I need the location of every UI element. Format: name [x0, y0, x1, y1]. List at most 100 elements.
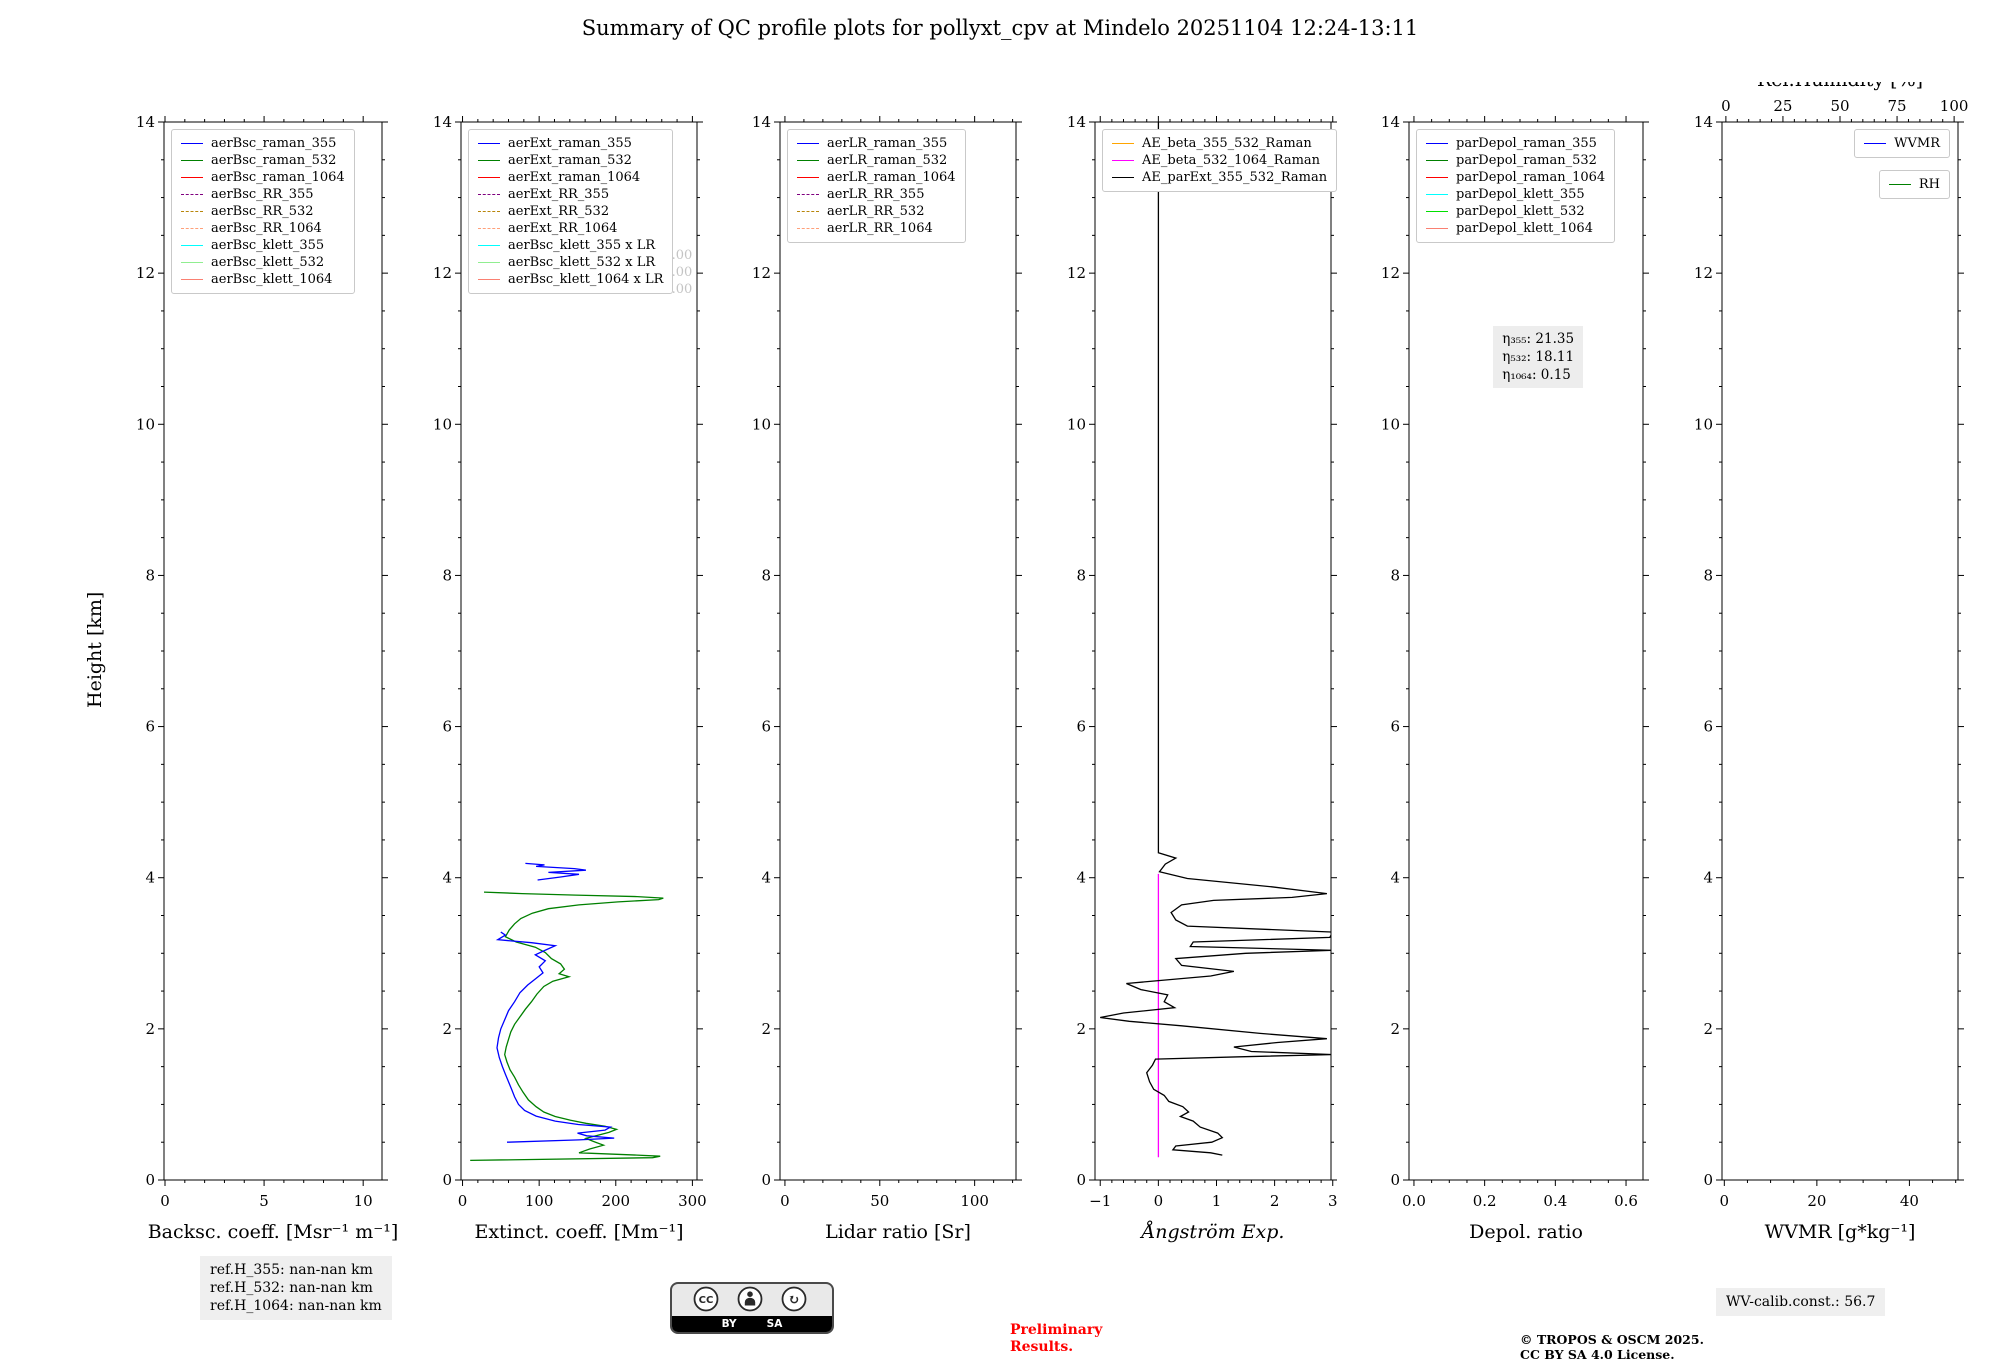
legend-line-sample — [797, 228, 819, 229]
legend-line-sample — [181, 160, 203, 161]
y-axis-label: Height [km] — [84, 591, 106, 708]
legend-line-sample — [478, 228, 500, 229]
cc-sa-label: SA — [766, 1318, 783, 1330]
legend-line-sample — [181, 211, 203, 212]
tick-label: 2 — [1703, 1020, 1713, 1038]
legend-label: aerLR_raman_355 — [827, 136, 948, 151]
legend-label: parDepol_raman_532 — [1456, 153, 1597, 168]
legend-line-sample — [181, 177, 203, 178]
copyright-line-2: CC BY SA 4.0 License. — [1520, 1347, 1675, 1360]
legend-label: aerLR_RR_1064 — [827, 221, 933, 236]
x-ticks: 0 50 100 — [780, 116, 1014, 1210]
legend-entry: parDepol_raman_532 — [1426, 152, 1605, 169]
legend-label: aerBsc_raman_532 — [211, 153, 337, 168]
legend-label: aerBsc_klett_1064 — [211, 272, 333, 287]
x-ticks: 0 100 200 300 — [458, 116, 707, 1210]
tick-label: 0.0 — [1402, 1192, 1426, 1210]
tick-label: 8 — [1076, 566, 1086, 584]
legend-entry: aerExt_RR_1064 — [478, 220, 663, 237]
legend-line-sample — [478, 279, 500, 280]
legend-label: parDepol_klett_532 — [1456, 204, 1585, 219]
legend-entry: aerExt_RR_355 — [478, 186, 663, 203]
plot-svg-lidar-ratio: 0 2 4 6 8 10 12 14 0 50 100 Lidar ratio [Sr] — [752, 113, 1022, 1243]
legend-label: AE_beta_532_1064_Raman — [1142, 153, 1321, 168]
tick-label: 2 — [1270, 1192, 1280, 1210]
y-ticks: 0 2 4 6 8 10 12 14 — [1381, 113, 1649, 1189]
cc-by-label: BY — [721, 1318, 737, 1330]
legend-entry: aerLR_RR_355 — [797, 186, 956, 203]
tick-label: 4 — [442, 869, 452, 887]
tick-label: 4 — [145, 869, 155, 887]
tick-label: 12 — [1067, 264, 1086, 282]
tick-label: 0.4 — [1543, 1192, 1567, 1210]
legend-entry: aerLR_RR_1064 — [797, 220, 956, 237]
tick-label: 0 — [1720, 1192, 1730, 1210]
tick-label: 100 — [1940, 97, 1969, 115]
legend-entry: aerBsc_klett_355 — [181, 237, 345, 254]
subplot-extinction: 0 2 4 6 8 10 12 14 0 100 200 300 Extinct. coeff. [Mm… — [403, 82, 731, 1280]
plot-svg-depol: 0 2 4 6 8 10 12 14 0.0 0.2 0.4 0.6 Depol. ratio — [1381, 113, 1649, 1243]
annotation-line: η₅₃₂: 18.11 — [1502, 349, 1575, 366]
tick-label: 300 — [678, 1192, 707, 1210]
tick-label: 1 — [1212, 1192, 1222, 1210]
legend-entry: aerLR_raman_1064 — [797, 169, 956, 186]
legend-box: aerBsc_raman_355 aerBsc_raman_532 aerBsc_r… — [171, 129, 355, 294]
legend-entry: aerBsc_klett_355 x LR — [478, 237, 663, 254]
y-ticks: 0 2 4 6 8 10 12 14 — [752, 113, 1022, 1189]
y-ticks: 0 2 4 6 8 10 12 14 — [433, 113, 703, 1189]
series-aerExt_raman_355 — [525, 862, 586, 881]
tick-label: 0 — [145, 1171, 155, 1189]
tick-label: 50 — [870, 1192, 889, 1210]
legend-entry: aerBsc_RR_1064 — [181, 220, 345, 237]
legend-line-sample — [1426, 194, 1448, 195]
legend-label: aerBsc_klett_532 x LR — [508, 255, 656, 270]
legend-box: RH — [1878, 170, 1950, 199]
tick-label: 3 — [1328, 1192, 1338, 1210]
tick-label: 4 — [1076, 869, 1086, 887]
legend-area-extinction: aerExt_raman_355 aerExt_raman_532 aerExt_r… — [468, 129, 674, 294]
tick-label: 200 — [601, 1192, 630, 1210]
legend-entry: aerBsc_raman_1064 — [181, 169, 345, 186]
legend-area-angstroem: AE_beta_355_532_Raman AE_beta_532_1064_Ra… — [1102, 129, 1338, 192]
x-axis-label-depol: Depol. ratio — [1469, 1221, 1583, 1243]
x-axis-label-wvmr: WVMR [g*kg⁻¹] — [1765, 1221, 1916, 1243]
legend-entry: WVMR — [1864, 135, 1940, 152]
legend-entry: aerExt_RR_532 — [478, 203, 663, 220]
legend-entry: aerLR_raman_355 — [797, 135, 956, 152]
y-ticks: 0 2 4 6 8 10 12 14 — [1694, 113, 1964, 1189]
tick-label: 14 — [136, 113, 155, 131]
axes-frame — [163, 121, 383, 1181]
x-ticks: 0.0 0.2 0.4 0.6 — [1402, 116, 1638, 1210]
tick-label: 2 — [145, 1020, 155, 1038]
tick-label: 20 — [1807, 1192, 1826, 1210]
legend-label: aerBsc_RR_1064 — [211, 221, 322, 236]
legend-label: aerBsc_RR_532 — [211, 204, 314, 219]
cc-badge-strip: BY SA — [672, 1316, 832, 1332]
tick-label: 14 — [433, 113, 452, 131]
legend-label: aerExt_raman_355 — [508, 136, 632, 151]
legend-label: aerLR_raman_532 — [827, 153, 948, 168]
legend-box: aerExt_raman_355 aerExt_raman_532 aerExt_r… — [468, 129, 674, 294]
tick-label: 10 — [752, 415, 771, 433]
legend-entry: parDepol_klett_355 — [1426, 186, 1605, 203]
legend-entry: aerBsc_klett_1064 — [181, 271, 345, 288]
legend-label: parDepol_raman_355 — [1456, 136, 1597, 151]
tick-label: 4 — [1703, 869, 1713, 887]
legend-entry: aerBsc_klett_532 — [181, 254, 345, 271]
top-axis-ticks: 0 25 50 75 100 — [1721, 97, 1968, 122]
legend-label: aerBsc_klett_355 — [211, 238, 325, 253]
axes-frame — [1408, 121, 1644, 1181]
legend-entry: parDepol_raman_355 — [1426, 135, 1605, 152]
tick-label: 2 — [761, 1020, 771, 1038]
tick-label: 25 — [1773, 97, 1792, 115]
legend-line-sample — [478, 194, 500, 195]
tick-label: 10 — [1067, 415, 1086, 433]
tick-label: 2 — [1076, 1020, 1086, 1038]
tick-label: 10 — [433, 415, 452, 433]
tick-label: 2 — [1390, 1020, 1400, 1038]
legend-entry: aerExt_raman_355 — [478, 135, 663, 152]
tick-label: 14 — [1067, 113, 1086, 131]
legend-label: aerLR_RR_355 — [827, 187, 925, 202]
subplot-angstroem: 0 2 4 6 8 10 12 14 −1 0 1 2 3 Ångström Exp. AE_beta_35… — [1037, 82, 1365, 1280]
legend-entry: parDepol_klett_532 — [1426, 203, 1605, 220]
